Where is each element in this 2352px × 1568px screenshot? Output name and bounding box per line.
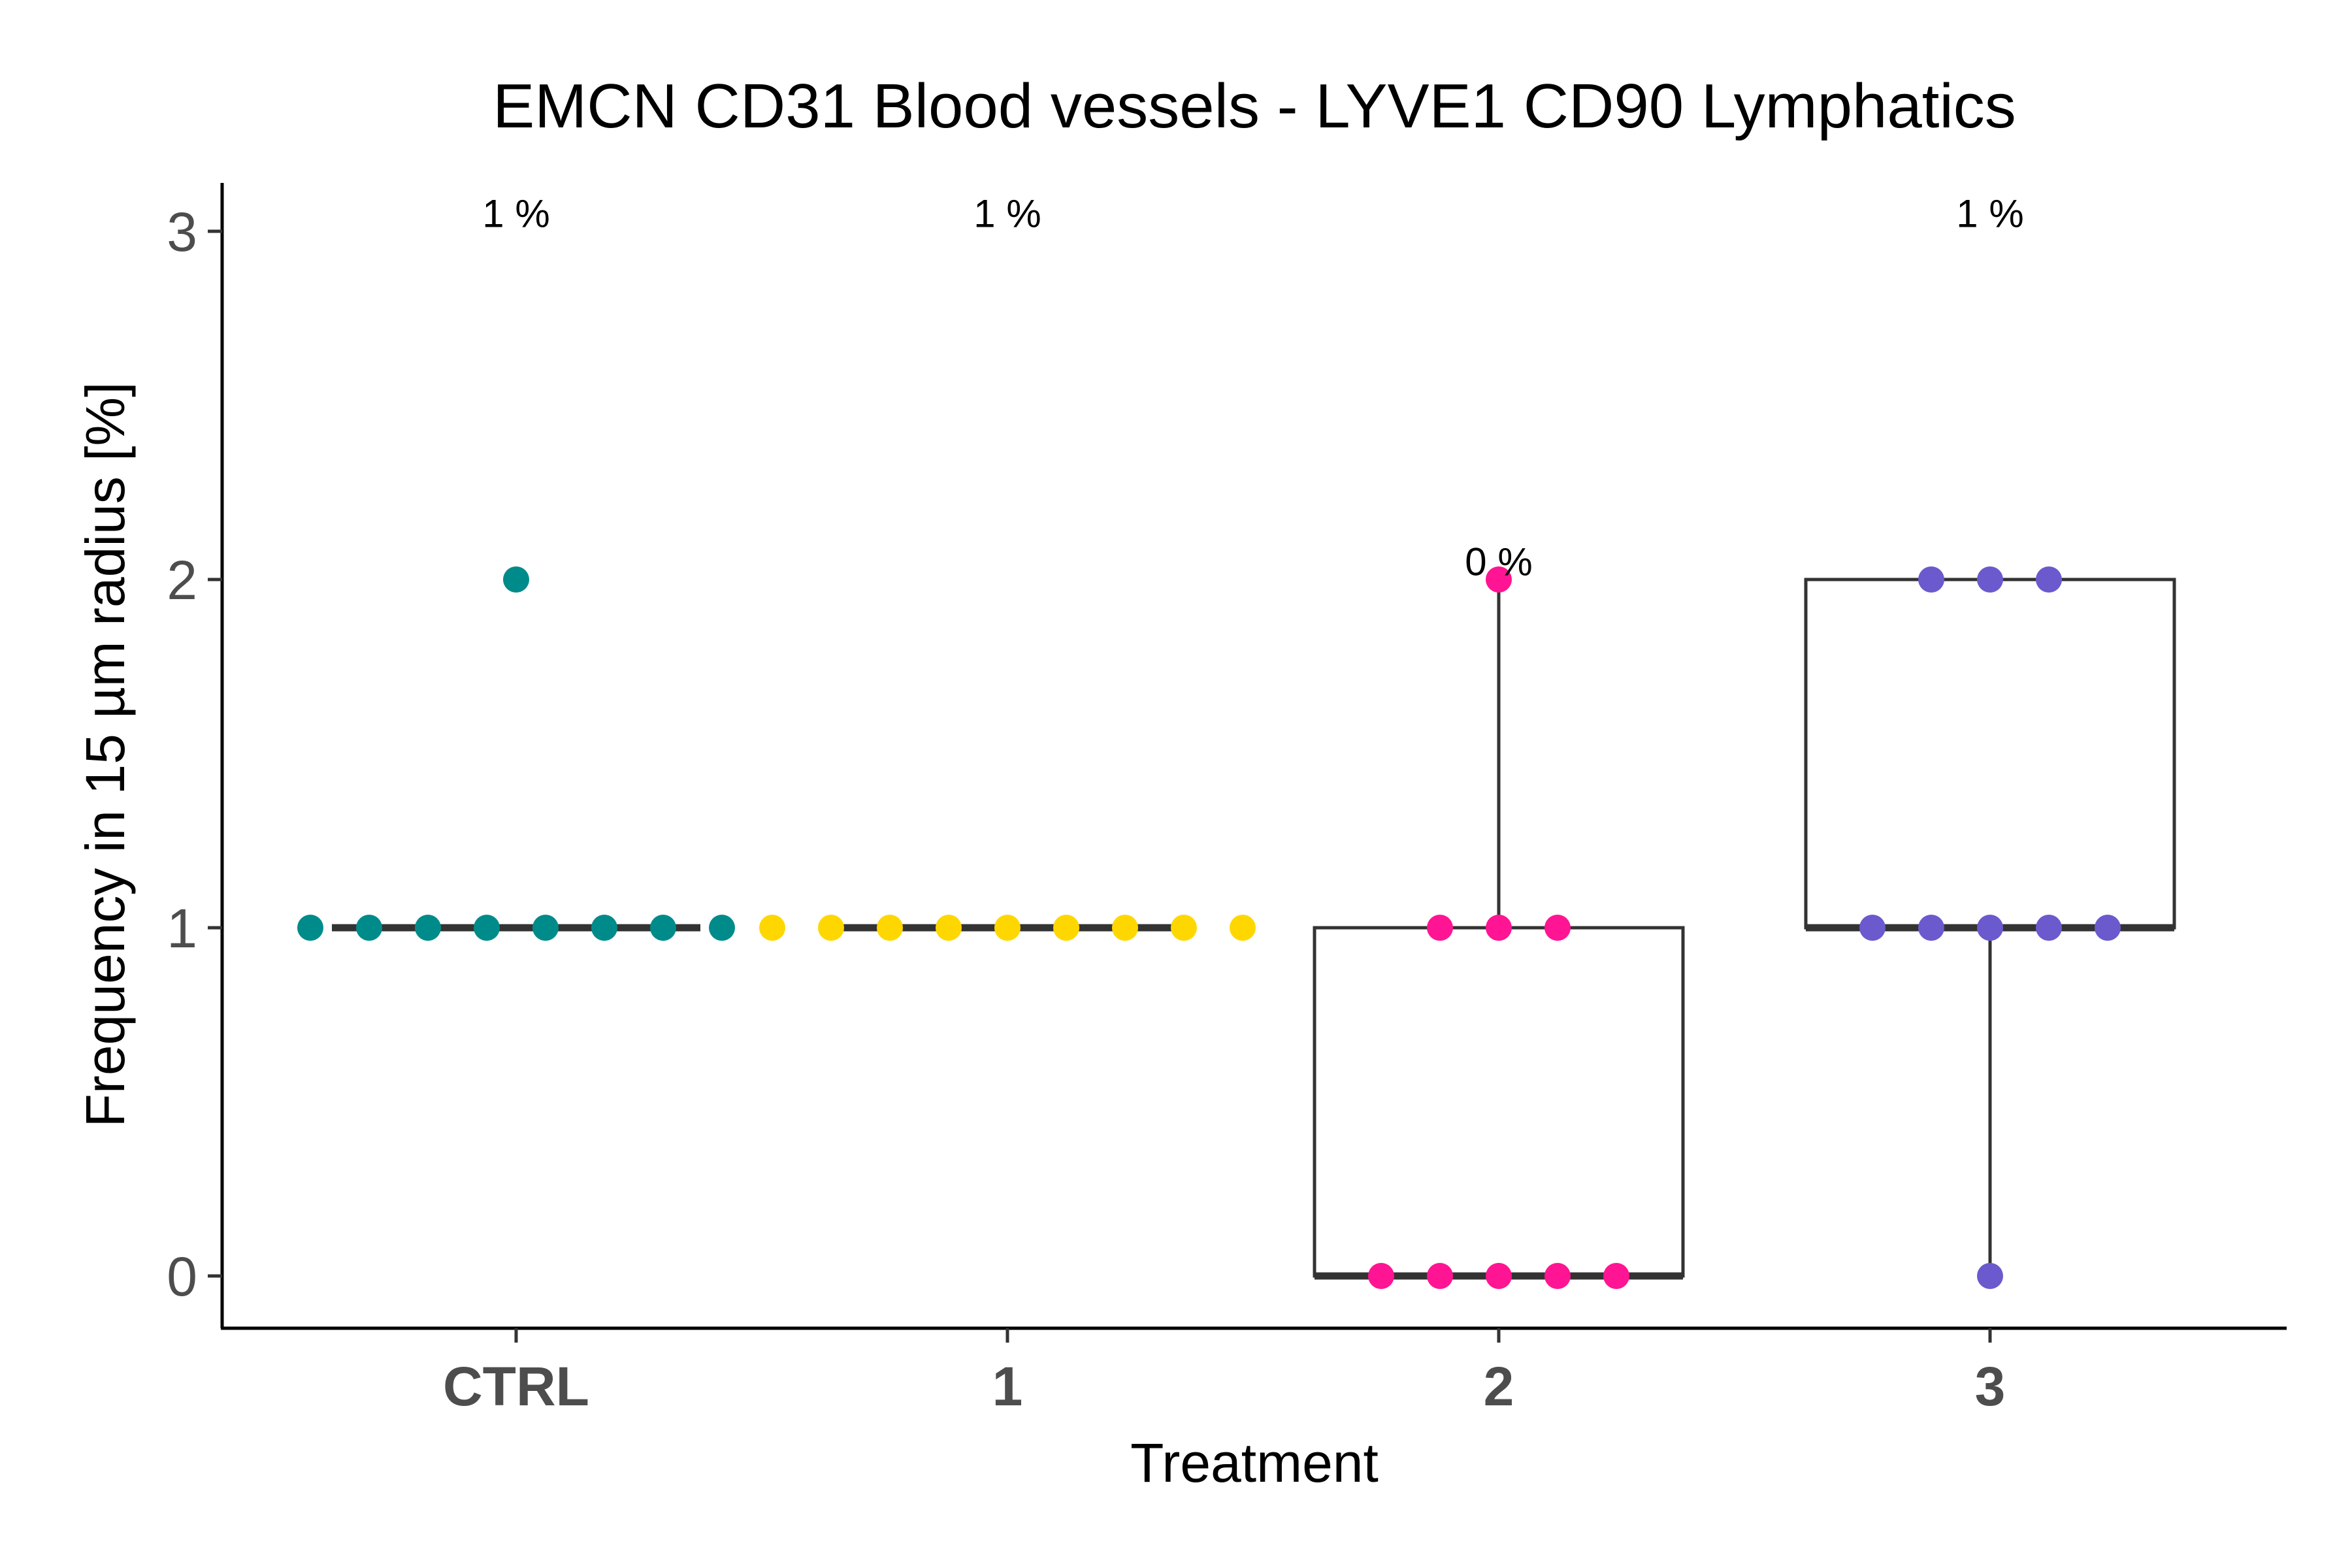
data-point	[474, 915, 500, 941]
x-tick-label: CTRL	[443, 1356, 589, 1417]
data-point	[1544, 915, 1571, 941]
percent-label: 1 %	[482, 191, 549, 235]
data-point	[650, 915, 676, 941]
data-point	[818, 915, 844, 941]
data-point	[2095, 915, 2121, 941]
x-tick-label: 1	[992, 1356, 1023, 1417]
y-tick-label: 2	[167, 549, 197, 611]
data-point	[1977, 1263, 2003, 1289]
data-point	[297, 915, 323, 941]
x-tick-label: 2	[1484, 1356, 1514, 1417]
y-axis-ticks: 0 1 2 3	[167, 201, 222, 1307]
data-point	[709, 915, 735, 941]
x-tick-label: 3	[1975, 1356, 2006, 1417]
data-point	[2036, 566, 2062, 593]
plot-area: 1 % 1 % 0 % 1 %	[297, 191, 2176, 1289]
data-point	[503, 566, 529, 593]
data-point	[1603, 1263, 1629, 1289]
percent-label: 1 %	[973, 191, 1041, 235]
data-point	[1053, 915, 1079, 941]
data-point	[2036, 915, 2062, 941]
y-tick-label: 1	[167, 898, 197, 959]
data-point	[877, 915, 903, 941]
data-point	[1859, 915, 1886, 941]
data-point	[1486, 566, 1512, 593]
data-point	[1368, 1263, 1394, 1289]
y-tick-label: 0	[167, 1246, 197, 1307]
y-tick-label: 3	[167, 201, 197, 263]
data-point	[1427, 915, 1453, 941]
data-point	[1918, 566, 1944, 593]
data-point	[1918, 915, 1944, 941]
data-point	[759, 915, 785, 941]
data-point	[1486, 1263, 1512, 1289]
chart-title: EMCN CD31 Blood vessels - LYVE1 CD90 Lym…	[493, 71, 2016, 141]
data-point	[1977, 915, 2003, 941]
data-point	[1486, 915, 1512, 941]
data-point	[1544, 1263, 1571, 1289]
data-point	[591, 915, 617, 941]
percent-label: 0 %	[1465, 540, 1532, 583]
x-axis-title: Treatment	[1130, 1432, 1379, 1494]
data-point	[1230, 915, 1256, 941]
data-point	[1112, 915, 1138, 941]
data-point	[356, 915, 382, 941]
data-point	[532, 915, 559, 941]
box-body	[1313, 926, 1685, 1278]
y-axis-title: Frequency in 15 µm radius [%]	[74, 382, 136, 1128]
box-body	[1804, 578, 2176, 930]
data-point	[1427, 1263, 1453, 1289]
data-point	[1977, 566, 2003, 593]
data-point	[1171, 915, 1197, 941]
data-point	[994, 915, 1021, 941]
x-axis-ticks: CTRL 1 2 3	[443, 1328, 2005, 1417]
percent-label: 1 %	[1956, 191, 2023, 235]
data-point	[936, 915, 962, 941]
data-point	[415, 915, 441, 941]
